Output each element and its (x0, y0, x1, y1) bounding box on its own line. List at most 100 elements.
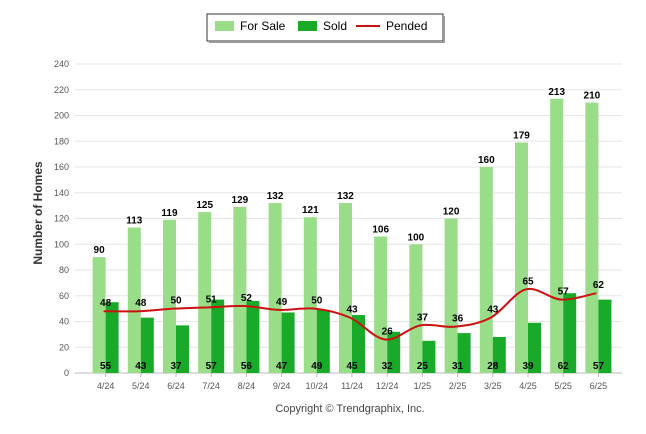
label-for-sale: 120 (443, 207, 460, 218)
pended-line-layer (103, 287, 597, 341)
label-for-sale: 160 (478, 155, 495, 166)
label-sold: 49 (311, 361, 323, 372)
label-for-sale: 129 (232, 195, 249, 206)
y-tick-label: 240 (54, 59, 69, 69)
x-tick-label: 11/24 (341, 381, 363, 391)
bar-for-sale[interactable] (409, 244, 423, 373)
label-pended: 43 (346, 305, 358, 316)
bar-for-sale[interactable] (444, 218, 458, 374)
label-sold: 62 (558, 361, 570, 372)
label-pended: 50 (311, 296, 323, 307)
legend-box-shadow-bottom (209, 41, 445, 43)
legend[interactable]: For Sale Sold Pended (206, 13, 445, 43)
label-pended: 36 (452, 314, 464, 325)
label-sold: 57 (206, 361, 218, 372)
bar-sold[interactable] (352, 315, 365, 373)
bar-for-sale[interactable] (268, 203, 282, 373)
bar-sold[interactable] (563, 293, 577, 373)
x-axis-ticks: 4/24 5/24 6/24 7/24 8/24 9/24 10/24 11/24 12/24 1… (97, 373, 607, 391)
label-sold: 31 (452, 361, 464, 372)
pended-line[interactable] (103, 287, 597, 341)
x-tick-label: 4/25 (519, 381, 537, 391)
y-tick-label: 200 (54, 111, 69, 121)
label-sold: 25 (417, 361, 429, 372)
x-tick-label: 3/25 (484, 381, 502, 391)
bar-sold[interactable] (387, 331, 401, 373)
x-tick-label: 6/25 (590, 381, 608, 391)
x-tick-label: 4/24 (97, 381, 115, 391)
label-for-sale: 132 (337, 191, 354, 202)
label-pended: 50 (170, 296, 182, 307)
label-sold: 28 (487, 361, 499, 372)
legend-swatch-for-sale (215, 21, 234, 31)
bar-for-sale[interactable] (303, 217, 317, 373)
y-axis-title: Number of Homes (31, 161, 45, 265)
legend-box-shadow (443, 16, 445, 43)
x-tick-label: 5/25 (554, 381, 572, 391)
bar-sold[interactable] (492, 336, 506, 373)
y-axis-ticks: 0 20 40 60 80 100 120 140 160 180 200 220 240 (54, 59, 69, 378)
label-for-sale: 90 (94, 245, 106, 256)
bar-sold[interactable] (105, 302, 119, 373)
label-pended: 43 (487, 305, 499, 316)
x-tick-label: 12/24 (376, 381, 399, 391)
bar-sold[interactable] (246, 300, 260, 373)
bar-sold[interactable] (528, 322, 541, 373)
label-for-sale: 210 (584, 91, 601, 102)
legend-label-pended: Pended (386, 19, 427, 33)
x-tick-label: 1/25 (414, 381, 432, 391)
label-pended: 49 (276, 297, 288, 308)
label-for-sale: 113 (126, 216, 143, 227)
label-for-sale: 119 (161, 208, 178, 219)
bar-for-sale[interactable] (339, 203, 352, 373)
label-pended: 65 (522, 276, 534, 287)
label-sold: 39 (522, 361, 534, 372)
bar-sold[interactable] (598, 299, 612, 373)
bar-sold[interactable] (176, 325, 189, 373)
bar-for-sale[interactable] (163, 219, 176, 373)
label-for-sale: 125 (196, 200, 213, 211)
bar-for-sale[interactable] (92, 257, 106, 373)
bar-for-sale[interactable] (374, 236, 388, 373)
bar-for-sale[interactable] (198, 212, 212, 373)
y-tick-label: 140 (54, 188, 69, 198)
legend-box (206, 13, 444, 42)
data-labels: 90 55 48 113 43 48 119 37 50 125 57 51 129 56 52 132 47 4… (94, 87, 605, 372)
bar-for-sale[interactable] (585, 102, 599, 373)
copyright-credit: Copyright © Trendgraphix, Inc. (275, 403, 424, 415)
bars (92, 98, 612, 374)
x-tick-label: 6/24 (167, 381, 185, 391)
bar-for-sale[interactable] (127, 227, 141, 373)
bar-sold[interactable] (211, 299, 225, 373)
label-pended: 48 (100, 298, 112, 309)
bar-sold[interactable] (316, 309, 330, 373)
y-tick-label: 80 (59, 265, 69, 275)
x-tick-label: 2/25 (449, 381, 467, 391)
bar-sold[interactable] (281, 312, 295, 373)
bar-for-sale[interactable] (479, 167, 493, 373)
label-for-sale: 213 (548, 87, 565, 98)
label-sold: 55 (100, 361, 112, 372)
label-for-sale: 132 (267, 191, 284, 202)
bar-for-sale[interactable] (550, 98, 564, 373)
label-sold: 32 (382, 361, 394, 372)
label-sold: 57 (593, 361, 605, 372)
y-tick-label: 160 (54, 162, 69, 172)
bar-sold[interactable] (457, 333, 471, 373)
label-sold: 37 (170, 361, 182, 372)
label-for-sale: 179 (513, 131, 530, 142)
label-pended: 52 (241, 293, 253, 304)
bar-for-sale[interactable] (515, 142, 528, 373)
legend-label-sold: Sold (323, 19, 347, 33)
bar-sold[interactable] (422, 340, 436, 373)
label-for-sale: 100 (408, 232, 425, 243)
label-pended: 48 (135, 298, 147, 309)
label-sold: 56 (241, 361, 253, 372)
label-pended: 26 (382, 327, 394, 338)
bar-sold[interactable] (140, 317, 154, 373)
label-sold: 47 (276, 361, 288, 372)
bar-for-sale[interactable] (233, 206, 247, 373)
legend-label-for-sale: For Sale (240, 19, 286, 33)
y-tick-label: 100 (54, 239, 69, 249)
y-tick-label: 40 (59, 317, 69, 327)
